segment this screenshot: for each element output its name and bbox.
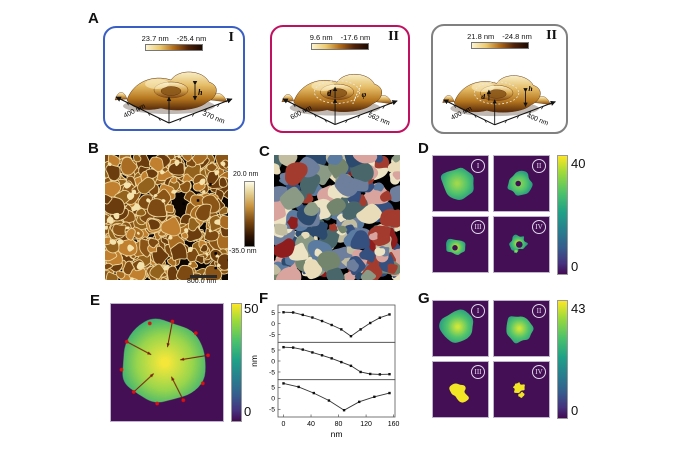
line-profile-chart: 5 0 -5 5 0 -5 5 0 -5 0 40 80 120 160 nm nm — [249, 304, 400, 439]
svg-text:5: 5 — [271, 347, 275, 354]
afm-3d-box-3: II 21.8 nm -24.8 nm 400 nm 400 nm d h — [431, 24, 568, 134]
roman-numeral-badge: III — [471, 365, 485, 379]
svg-text:h: h — [528, 84, 532, 93]
height-scale: 23.7 nm -25.4 nm — [142, 34, 207, 43]
height-map-tile: IV — [493, 216, 550, 273]
svg-text:d: d — [481, 92, 485, 101]
svg-text:0: 0 — [282, 421, 286, 428]
panel-e-label: E — [90, 292, 101, 309]
svg-text:400 nm: 400 nm — [526, 112, 550, 127]
height-scale: 21.8 nm -24.8 nm — [467, 32, 532, 41]
height-scale-max: 23.7 nm — [141, 34, 169, 43]
d-colorbar-min: 0 — [571, 259, 579, 274]
afm-3d-box-2: II 9.6 nm -17.6 nm 600 nm 562 nm d φ — [270, 25, 410, 133]
scale-bar — [190, 275, 217, 278]
height-scale-min: -24.8 nm — [502, 32, 532, 41]
svg-text:80: 80 — [335, 421, 343, 428]
height-map-tile: IV — [493, 361, 550, 418]
e-colorbar-min: 0 — [244, 404, 252, 419]
panel-f-label: F — [259, 290, 269, 307]
height-map-tile: II — [493, 155, 550, 212]
svg-text:5: 5 — [271, 310, 275, 317]
g-colorbar-max: 43 — [571, 301, 586, 316]
d-colorbar-max: 40 — [571, 156, 586, 171]
roman-numeral: II — [388, 29, 399, 44]
panel-a-label: A — [88, 10, 100, 27]
afm-3d-box-1: I 23.7 nm -25.4 nm 400 nm 370 nm h — [103, 26, 245, 131]
gold-colorbar-icon — [470, 42, 529, 49]
roman-numeral-badge: IV — [532, 220, 546, 234]
svg-text:5: 5 — [271, 385, 275, 392]
gold-colorbar-icon — [145, 44, 203, 51]
g-viridis-colorbar — [557, 300, 568, 419]
svg-text:nm: nm — [249, 355, 259, 367]
svg-text:-5: -5 — [269, 332, 275, 339]
height-map-tile: III — [432, 361, 489, 418]
roman-numeral: II — [546, 28, 557, 43]
g-colorbar-min: 0 — [571, 403, 579, 418]
b-colorbar — [244, 181, 255, 247]
e-viridis-colorbar — [231, 303, 242, 422]
height-map-tile: I — [432, 155, 489, 212]
svg-text:-5: -5 — [269, 407, 275, 414]
height-scale-max: 21.8 nm — [467, 32, 495, 41]
afm-3d-surface: 400 nm 370 nmh — [114, 71, 233, 126]
svg-text:40: 40 — [307, 421, 315, 428]
gold-colorbar-icon — [311, 43, 369, 50]
roman-numeral-badge: III — [471, 220, 485, 234]
svg-text:nm: nm — [331, 429, 343, 439]
svg-text:0: 0 — [271, 358, 275, 365]
height-map-tile: II — [493, 300, 550, 357]
svg-text:0: 0 — [271, 396, 275, 403]
afm-3d-surface: 600 nm 562 nmd φ — [281, 74, 398, 127]
svg-text:φ: φ — [362, 90, 367, 99]
scale-bar-label: 800.0 nm — [187, 278, 217, 285]
svg-text:-5: -5 — [269, 369, 275, 376]
height-map-with-vectors — [110, 303, 224, 422]
roman-numeral-badge: I — [471, 304, 485, 318]
height-scale-min: -25.4 nm — [176, 34, 207, 43]
roman-numeral-badge: I — [471, 159, 485, 173]
height-map-tile: I — [432, 300, 489, 357]
roman-numeral-badge: II — [532, 159, 546, 173]
b-colorbar-min: -35.0 nm — [229, 248, 257, 255]
panel-g-label: G — [418, 290, 431, 307]
grain-segmentation-map — [274, 155, 400, 280]
svg-text:d: d — [327, 89, 332, 98]
panel-d-label: D — [418, 140, 430, 157]
height-scale: 9.6 nm -17.6 nm — [310, 33, 371, 42]
afm-topography-image — [105, 155, 228, 280]
svg-text:562 nm: 562 nm — [367, 112, 391, 127]
height-scale-min: -17.6 nm — [340, 33, 371, 42]
svg-text:h: h — [198, 88, 203, 97]
svg-text:0: 0 — [271, 321, 275, 328]
height-scale-max: 9.6 nm — [309, 33, 333, 42]
panel-b-label: B — [88, 140, 100, 157]
roman-numeral-badge: IV — [532, 365, 546, 379]
e-colorbar-max: 50 — [244, 301, 259, 316]
svg-text:120: 120 — [360, 421, 372, 428]
roman-numeral: I — [228, 30, 234, 45]
svg-text:370 nm: 370 nm — [201, 110, 225, 125]
height-map-tile: III — [432, 216, 489, 273]
d-viridis-colorbar — [557, 155, 568, 275]
svg-text:160: 160 — [388, 421, 400, 428]
roman-numeral-badge: II — [532, 304, 546, 318]
b-colorbar-max: 20.0 nm — [233, 171, 259, 178]
panel-c-label: C — [259, 143, 271, 160]
